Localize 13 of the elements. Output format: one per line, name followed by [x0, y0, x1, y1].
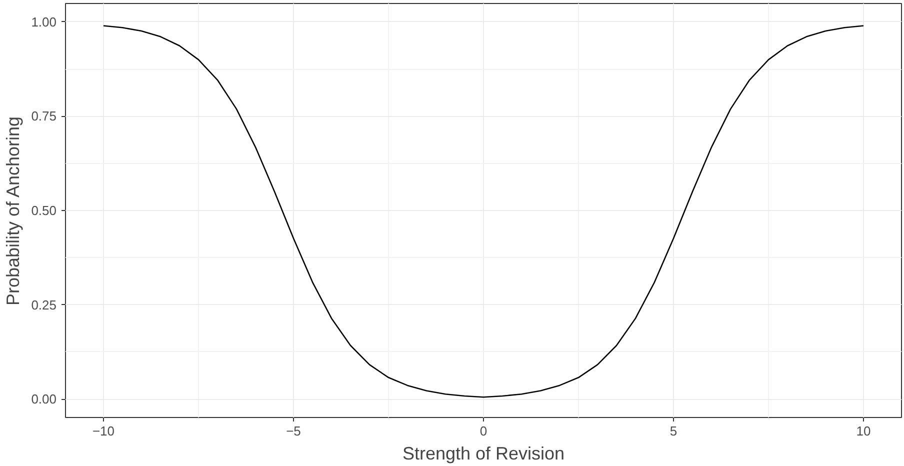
- y-axis-title: Probability of Anchoring: [3, 116, 24, 306]
- x-axis-title: Strength of Revision: [402, 444, 565, 464]
- x-tick-label: 5: [670, 424, 678, 438]
- x-tick-label: 10: [856, 424, 871, 438]
- x-tick-label: 0: [480, 424, 488, 438]
- y-tick-label: 0.00: [31, 392, 57, 407]
- y-tick-label: 0.50: [31, 203, 57, 218]
- x-tick-label: −10: [92, 424, 115, 438]
- y-tick-label: 0.25: [31, 297, 57, 312]
- y-tick-label: 0.75: [31, 108, 57, 124]
- line-series: [102, 25, 864, 398]
- x-tick-label: −5: [286, 424, 301, 438]
- y-tick-label: 1.00: [31, 14, 57, 30]
